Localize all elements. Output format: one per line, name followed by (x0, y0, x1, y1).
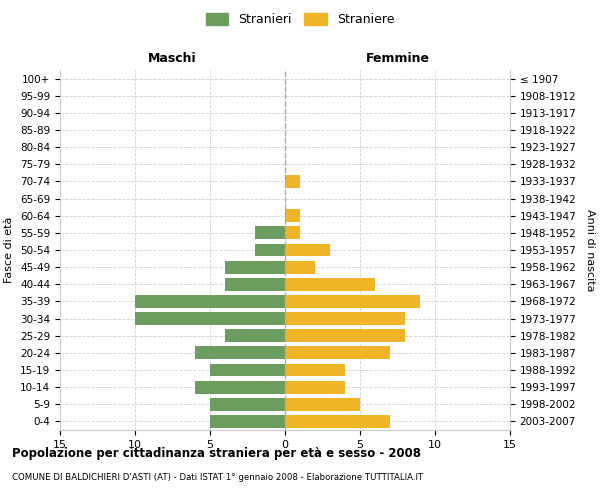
Bar (210, 398, 285, 410)
Bar (285, 244, 330, 256)
Text: Maschi: Maschi (148, 52, 197, 65)
Bar (255, 226, 285, 239)
Bar (285, 260, 315, 274)
Text: COMUNE DI BALDICHIERI D'ASTI (AT) - Dati ISTAT 1° gennaio 2008 - Elaborazione TU: COMUNE DI BALDICHIERI D'ASTI (AT) - Dati… (12, 472, 423, 482)
Bar (285, 346, 390, 360)
Bar (225, 260, 285, 274)
Bar (285, 295, 420, 308)
Bar (210, 415, 285, 428)
Bar (135, 295, 285, 308)
Bar (285, 415, 390, 428)
Text: Popolazione per cittadinanza straniera per età e sesso - 2008: Popolazione per cittadinanza straniera p… (12, 448, 421, 460)
Bar (285, 312, 405, 325)
Legend: Stranieri, Straniere: Stranieri, Straniere (202, 8, 398, 30)
Y-axis label: Anni di nascita: Anni di nascita (585, 209, 595, 291)
Bar (255, 244, 285, 256)
Bar (135, 312, 285, 325)
Bar (285, 330, 405, 342)
Bar (195, 380, 285, 394)
Bar (285, 364, 345, 376)
Bar (285, 278, 375, 290)
Bar (225, 330, 285, 342)
Bar (285, 210, 300, 222)
Bar (285, 226, 300, 239)
Bar (285, 175, 300, 188)
Text: Femmine: Femmine (365, 52, 430, 65)
Bar (210, 364, 285, 376)
Bar (225, 278, 285, 290)
Bar (285, 380, 345, 394)
Bar (195, 346, 285, 360)
Bar (285, 398, 360, 410)
Y-axis label: Fasce di età: Fasce di età (4, 217, 14, 283)
